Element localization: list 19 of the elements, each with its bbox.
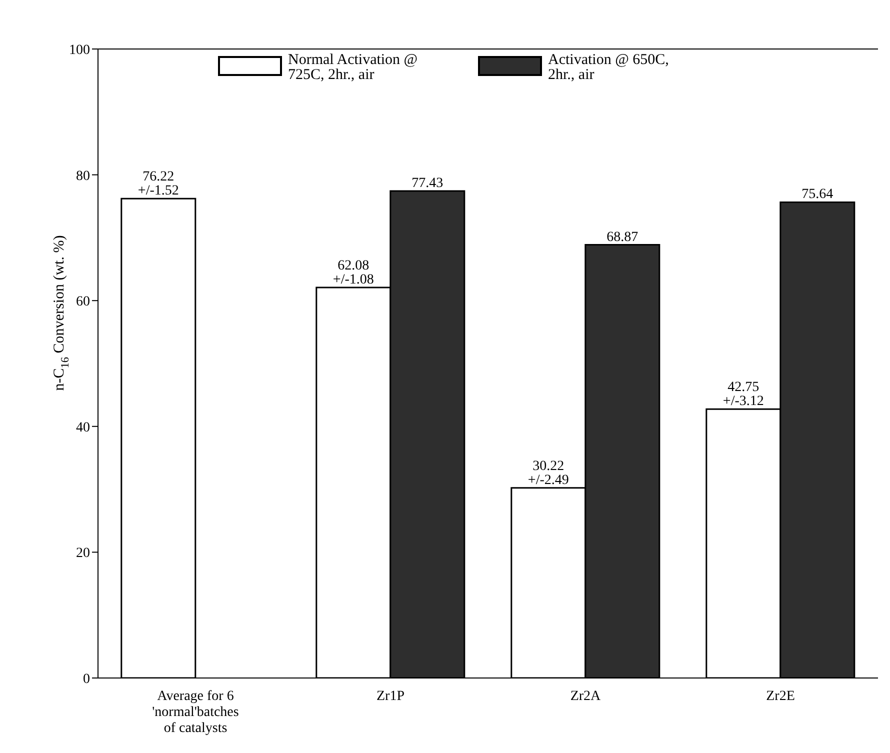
data-label: 76.22 +/-1.52 (138, 170, 179, 199)
data-label: 75.64 (802, 187, 834, 202)
x-tick-label: Average for 6 'normal'batches of catalysts (152, 689, 239, 736)
x-tick-label: Zr2E (766, 689, 795, 704)
x-tick-label: Zr1P (376, 689, 405, 704)
y-tick-label: 0 (83, 672, 90, 687)
data-label: 77.43 (412, 176, 444, 191)
y-tick-label: 40 (76, 420, 90, 436)
data-label: 42.75 +/-3.12 (722, 380, 764, 410)
y-tick-label: 100 (69, 42, 90, 58)
data-label: 68.87 (606, 230, 638, 245)
y-tick-label: 20 (76, 546, 90, 562)
data-label: 30.22 +/-2.49 (528, 458, 569, 488)
x-tick-label: Zr2A (570, 689, 602, 704)
legend-label: Activation @ 650C, 2hr., air (548, 52, 670, 83)
legend-label: Normal Activation @ 725C, 2hr., air (288, 52, 419, 83)
data-label: 62.08 +/-1.08 (332, 258, 374, 288)
y-tick-label: 60 (76, 294, 90, 310)
y-tick-label: 80 (76, 168, 90, 184)
